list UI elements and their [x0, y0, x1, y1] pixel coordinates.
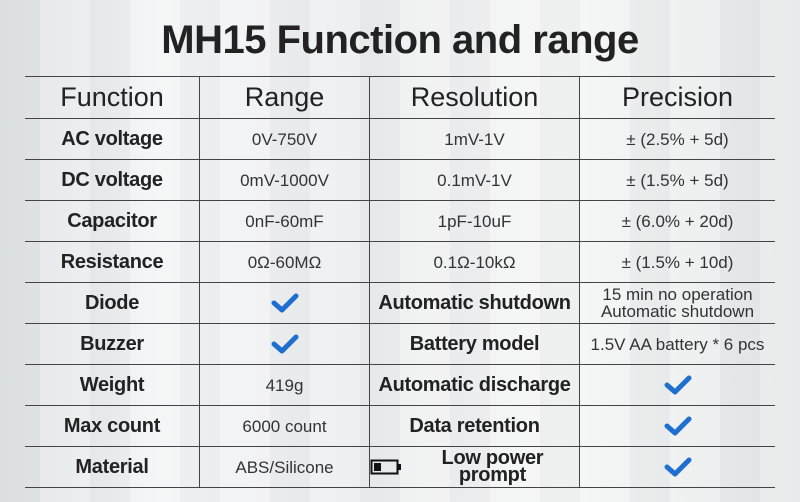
table-cell: 0Ω-60MΩ [200, 242, 370, 283]
table-cell: 0.1mV-1V [370, 160, 580, 201]
check-icon [271, 293, 298, 313]
table-cell: 1mV-1V [370, 119, 580, 160]
spec-table: Function Range Resolution Precision AC volta… [25, 76, 775, 488]
table-cell [200, 283, 370, 324]
table-cell: 0nF-60mF [200, 201, 370, 242]
check-icon [271, 334, 298, 354]
battery-icon [370, 459, 401, 475]
table-cell: ± (2.5% + 5d) [580, 119, 775, 160]
cell-line: 15 min no operation [602, 285, 753, 304]
table-cell: Data retention [370, 406, 580, 447]
table-cell: 1.5V AA battery * 6 pcs [580, 324, 775, 365]
table-cell: ABS/Silicone [200, 447, 370, 488]
table-cell [580, 365, 775, 406]
column-header: Resolution [370, 77, 580, 119]
column-header: Range [200, 77, 370, 119]
table-cell: Battery model [370, 324, 580, 365]
table-cell: 15 min no operation Automatic shutdown [580, 283, 775, 324]
check-icon [664, 457, 691, 477]
table-cell [200, 324, 370, 365]
table-cell: ± (1.5% + 10d) [580, 242, 775, 283]
cell-content: Low power prompt [370, 447, 579, 486]
table-cell: Diode [25, 283, 200, 324]
table-cell: ± (1.5% + 5d) [580, 160, 775, 201]
check-icon [664, 416, 691, 436]
table-cell: Max count [25, 406, 200, 447]
table-cell: Resistance [25, 242, 200, 283]
table-cell: AC voltage [25, 119, 200, 160]
table-cell: Weight [25, 365, 200, 406]
table-cell: Automatic discharge [370, 365, 580, 406]
table-cell: 1pF-10uF [370, 201, 580, 242]
table-cell: Low power prompt [370, 447, 580, 488]
table-cell: 6000 count [200, 406, 370, 447]
table-cell: 419g [200, 365, 370, 406]
table-cell: ± (6.0% + 20d) [580, 201, 775, 242]
table-cell: 0V-750V [200, 119, 370, 160]
table-cell: Capacitor [25, 201, 200, 242]
table-cell: Material [25, 447, 200, 488]
column-header: Precision [580, 77, 775, 119]
cell-text: Low power prompt [441, 447, 544, 486]
table-cell: 0.1Ω-10kΩ [370, 242, 580, 283]
cell-line: Automatic shutdown [600, 302, 755, 321]
table-cell: Automatic shutdown [370, 283, 580, 324]
check-icon [664, 375, 691, 395]
table-cell [580, 406, 775, 447]
table-cell [580, 447, 775, 488]
title: MH15 Function and range [161, 18, 639, 62]
table-cell: DC voltage [25, 160, 200, 201]
column-header: Function [25, 77, 200, 119]
table-cell: 0mV-1000V [200, 160, 370, 201]
table-cell: Buzzer [25, 324, 200, 365]
